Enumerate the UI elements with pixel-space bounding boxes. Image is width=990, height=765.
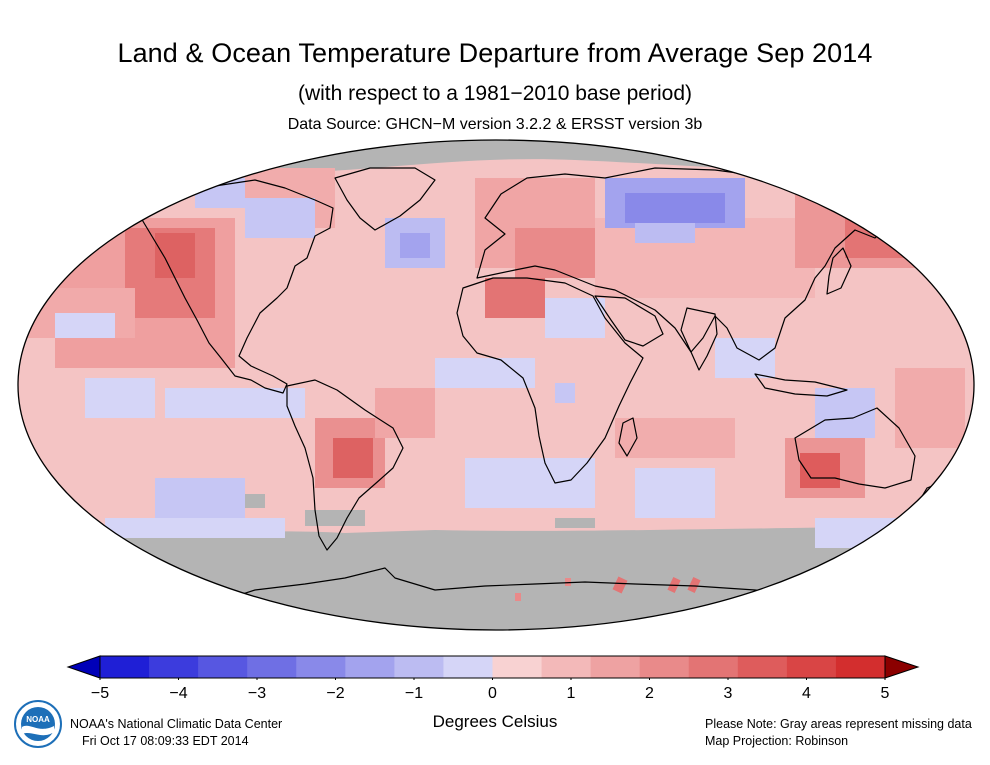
temperature-anomaly-map <box>17 139 975 631</box>
colorbar-tick-label: −3 <box>247 685 267 702</box>
colorbar-tick-label: −2 <box>326 685 345 702</box>
colorbar-swatch <box>296 656 346 678</box>
colorbar-high-end <box>884 655 920 679</box>
noaa-logo-text: NOAA <box>26 715 50 724</box>
colorbar-swatch <box>835 656 886 678</box>
colorbar-tick-label: 1 <box>566 685 576 702</box>
greenland-outline <box>334 167 436 231</box>
coastlines <box>134 167 938 609</box>
colorbar-swatch <box>198 656 248 678</box>
colorbar-swatch <box>737 656 788 678</box>
colorbar-swatch <box>786 656 837 678</box>
colorbar-tick-label: 5 <box>880 685 890 702</box>
colorbar-tick-label: −1 <box>404 685 424 702</box>
cool-anomaly-patches <box>55 178 965 548</box>
antarctica-outline <box>214 567 846 609</box>
colorbar-swatch <box>688 656 739 678</box>
map-notes: Please Note: Gray areas represent missin… <box>705 716 972 750</box>
colorbar-tick-label: 0 <box>488 685 497 702</box>
colorbar-swatch <box>345 656 395 678</box>
colorbar-swatch <box>541 656 592 678</box>
colorbar-tick-label: 4 <box>802 685 811 702</box>
japan-outline <box>826 247 852 295</box>
eurasia-outline <box>476 167 896 361</box>
colorbar-swatch <box>443 656 493 678</box>
credit-organization: NOAA's National Climatic Data Center <box>70 717 283 731</box>
colorbar-swatch <box>639 656 690 678</box>
india-outline <box>680 307 718 371</box>
colorbar-swatch <box>149 656 199 678</box>
credit-block: NOAA's National Climatic Data Center Fri… <box>70 716 282 750</box>
globe-border <box>17 139 975 631</box>
noaa-logo-icon: NOAA <box>14 700 62 748</box>
colorbar-tick-label: −5 <box>90 685 110 702</box>
map-subtitle: (with respect to a 1981−2010 base period… <box>297 82 692 105</box>
colorbar-swatch <box>100 656 150 678</box>
color-scale-bar <box>66 655 920 680</box>
africa-outline <box>456 277 644 484</box>
colorbar-low-end <box>66 655 101 679</box>
colorbar-swatch <box>590 656 641 678</box>
credit-timestamp: Fri Oct 17 08:09:33 EDT 2014 <box>82 734 249 748</box>
colorbar-swatch <box>394 656 444 678</box>
australia-outline <box>794 407 916 489</box>
colorbar-swatch <box>492 656 543 678</box>
colorbar-tick-label: 3 <box>723 685 733 702</box>
madagascar-outline <box>618 417 638 457</box>
projection-note: Map Projection: Robinson <box>705 734 849 748</box>
indonesia-outline <box>754 373 848 397</box>
colorbar-tick-label: 2 <box>645 685 654 702</box>
south-america-outline <box>286 379 404 551</box>
north-america-outline <box>134 177 334 394</box>
data-source: Data Source: GHCN−M version 3.2.2 & ERSS… <box>287 116 703 133</box>
map-title: Land & Ocean Temperature Departure from … <box>117 38 873 68</box>
colorbar-tick-label: −4 <box>169 685 188 702</box>
missing-data-southern-patch <box>225 494 595 528</box>
colorbar-swatch <box>247 656 297 678</box>
arabia-outline <box>594 295 664 347</box>
missing-data-note: Please Note: Gray areas represent missin… <box>705 717 972 731</box>
units-label: Degrees Celsius <box>432 712 558 731</box>
